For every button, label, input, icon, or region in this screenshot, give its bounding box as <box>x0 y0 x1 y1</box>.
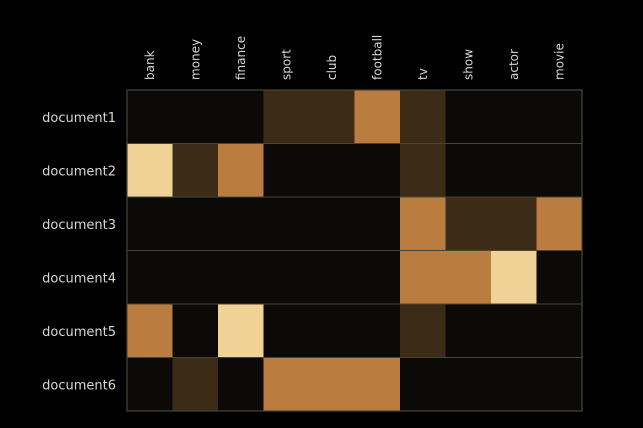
heatmap-cell-document4-actor <box>491 250 537 305</box>
heatmap-grid <box>126 89 583 412</box>
heatmap-cell-document2-tv <box>400 143 446 198</box>
heatmap-cell-document1-movie <box>536 90 583 144</box>
heatmap-cell-document5-football <box>354 304 401 358</box>
heatmap-cell-document5-bank <box>127 304 173 358</box>
heatmap-cell-document4-finance <box>218 250 264 305</box>
heatmap-cell-document1-football <box>354 90 401 144</box>
row-label-document3: document3 <box>42 218 116 233</box>
heatmap-cell-document5-sport <box>263 304 310 358</box>
column-label-finance: finance <box>234 36 248 80</box>
heatmap-cell-document4-bank <box>127 250 173 305</box>
heatmap-cell-document6-movie <box>536 357 583 412</box>
column-label-movie: movie <box>552 43 566 80</box>
heatmap-cell-document1-show <box>445 90 492 144</box>
heatmap-cell-document6-show <box>445 357 492 412</box>
heatmap-cell-document6-money <box>172 357 219 412</box>
heatmap-cell-document6-finance <box>218 357 264 412</box>
heatmap-cell-document6-club <box>309 357 355 412</box>
heatmap-cell-document6-sport <box>263 357 310 412</box>
heatmap-cell-document3-bank <box>127 197 173 251</box>
heatmap-cell-document1-actor <box>491 90 537 144</box>
heatmap-cell-document1-finance <box>218 90 264 144</box>
column-label-bank: bank <box>143 50 157 80</box>
row-label-document1: document1 <box>42 111 116 126</box>
heatmap-cell-document3-movie <box>536 197 583 251</box>
row-label-document5: document5 <box>42 325 116 340</box>
heatmap-cell-document3-club <box>309 197 355 251</box>
heatmap-cell-document3-sport <box>263 197 310 251</box>
heatmap-cell-document1-sport <box>263 90 310 144</box>
column-label-club: club <box>325 55 339 80</box>
heatmap-cell-document4-show <box>445 250 492 305</box>
column-label-football: football <box>370 35 384 80</box>
heatmap-cell-document4-movie <box>536 250 583 305</box>
heatmap-cells <box>127 90 583 412</box>
heatmap-cell-document5-actor <box>491 304 537 358</box>
heatmap-cell-document2-show <box>445 143 492 198</box>
column-labels: bank money finance sport club football tv show a… <box>143 35 567 80</box>
column-label-sport: sport <box>279 49 293 80</box>
heatmap-cell-document6-actor <box>491 357 537 412</box>
heatmap-cell-document2-bank <box>127 143 173 198</box>
heatmap-cell-document3-money <box>172 197 219 251</box>
heatmap-cell-document2-football <box>354 143 401 198</box>
heatmap-cell-document1-money <box>172 90 219 144</box>
heatmap-cell-document1-bank <box>127 90 173 144</box>
heatmap-cell-document6-bank <box>127 357 173 412</box>
heatmap-cell-document4-football <box>354 250 401 305</box>
heatmap-cell-document5-money <box>172 304 219 358</box>
column-label-tv: tv <box>416 68 430 80</box>
heatmap-cell-document3-tv <box>400 197 446 251</box>
column-label-money: money <box>188 39 202 80</box>
heatmap-cell-document5-club <box>309 304 355 358</box>
heatmap-cell-document5-show <box>445 304 492 358</box>
heatmap-cell-document6-tv <box>400 357 446 412</box>
heatmap-cell-document3-football <box>354 197 401 251</box>
heatmap-cell-document2-actor <box>491 143 537 198</box>
heatmap-cell-document2-finance <box>218 143 264 198</box>
heatmap-cell-document4-club <box>309 250 355 305</box>
heatmap-cell-document3-actor <box>491 197 537 251</box>
heatmap-cell-document4-sport <box>263 250 310 305</box>
heatmap-cell-document4-tv <box>400 250 446 305</box>
heatmap-cell-document3-show <box>445 197 492 251</box>
heatmap-cell-document2-club <box>309 143 355 198</box>
column-label-actor: actor <box>507 49 521 80</box>
heatmap-border <box>126 89 583 412</box>
heatmap-cell-document3-finance <box>218 197 264 251</box>
heatmap-cell-document2-money <box>172 143 219 198</box>
heatmap-cell-document5-finance <box>218 304 264 358</box>
heatmap-cell-document1-club <box>309 90 355 144</box>
heatmap-cell-document2-sport <box>263 143 310 198</box>
row-label-document6: document6 <box>42 378 116 393</box>
heatmap-cell-document4-money <box>172 250 219 305</box>
heatmap-cell-document6-football <box>354 357 401 412</box>
heatmap-cell-document2-movie <box>536 143 583 198</box>
row-label-document2: document2 <box>42 164 116 179</box>
heatmap-cell-document5-movie <box>536 304 583 358</box>
row-label-document4: document4 <box>42 271 116 286</box>
heatmap-cell-document1-tv <box>400 90 446 144</box>
row-labels: document1 document2 document3 document4 docu… <box>42 111 116 394</box>
column-label-show: show <box>461 49 475 80</box>
heatmap-cell-document5-tv <box>400 304 446 358</box>
